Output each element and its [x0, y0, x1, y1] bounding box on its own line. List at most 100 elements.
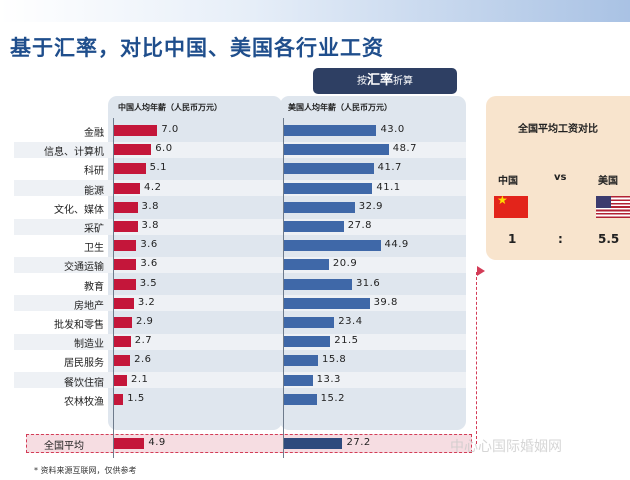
ratio-colon: :: [558, 232, 563, 246]
page-title: 基于汇率，对比中国、美国各行业工资: [10, 35, 384, 60]
china-flag-icon: ★: [494, 196, 528, 218]
category-label: 科研: [84, 166, 104, 178]
usa-value-label: 27.8: [347, 220, 373, 231]
usa-value-label: 43.0: [380, 124, 405, 135]
china-average-value: 4.9: [148, 437, 166, 448]
rate-prefix: 按: [356, 76, 367, 87]
usa-label: 美国: [598, 176, 618, 187]
usa-average-value: 27.2: [346, 437, 371, 448]
usa-bar: [284, 374, 313, 386]
usa-value-label: 32.9: [358, 200, 383, 212]
average-label: 全国平均: [44, 441, 84, 452]
china-bar: [114, 355, 131, 367]
usa-value-label: 31.6: [355, 277, 381, 289]
watermark: 中心心国际婚姻网: [450, 439, 562, 455]
usa-value-label: 48.7: [392, 143, 417, 155]
china-value-label: 3.8: [141, 220, 159, 231]
usa-value-label: 44.9: [384, 239, 409, 251]
source-note: * 资料来源互联网，仅供参考: [34, 466, 137, 475]
usa-value-label: 13.3: [316, 373, 341, 385]
rate-suffix: 折算: [393, 76, 413, 87]
usa-value-label: 39.8: [373, 296, 398, 308]
average-row-highlight: [26, 434, 472, 453]
usa-value-label: 41.7: [377, 162, 402, 174]
exchange-rate-badge: 按汇率折算: [313, 68, 457, 94]
china-value-label: 2.1: [131, 373, 149, 385]
china-ratio: 1: [508, 232, 517, 246]
china-average-bar: [114, 438, 145, 449]
top-decor-band: [0, 0, 630, 22]
category-label: 制造业: [74, 339, 104, 351]
rate-main: 汇率: [366, 73, 393, 88]
china-value-label: 4.2: [144, 181, 162, 193]
usa-bar: [284, 163, 374, 175]
average-comparison-card: 全国平均工资对比 中国 vs 美国 ★ 1 : 5.5: [486, 96, 630, 260]
category-label: 能源: [84, 185, 104, 197]
china-bar: [114, 259, 137, 271]
china-bar: [114, 201, 138, 213]
china-bar: [114, 125, 158, 136]
category-label: 餐饮住宿: [64, 377, 104, 389]
china-value-label: 1.5: [127, 392, 145, 404]
china-value-label: 3.6: [140, 258, 158, 270]
china-bar: [114, 317, 132, 328]
category-label: 卫生: [84, 243, 104, 255]
china-bar: [114, 144, 152, 156]
china-bar: [114, 374, 128, 386]
usa-value-label: 20.9: [332, 258, 358, 270]
category-label: 信息、计算机: [44, 147, 104, 159]
china-bar: [114, 221, 138, 232]
china-series-header: 中国人均年薪（人民币万元）: [118, 103, 222, 112]
usa-value-label: 41.1: [376, 181, 401, 193]
china-value-label: 2.6: [134, 354, 152, 366]
connector-arrow-icon: [477, 266, 485, 276]
usa-value-label: 15.8: [321, 354, 347, 366]
usa-bar: [284, 201, 355, 213]
category-label: 金融: [84, 128, 104, 139]
category-label: 教育: [84, 281, 104, 293]
china-label: 中国: [498, 176, 518, 187]
china-bar: [114, 182, 141, 194]
china-axis-line: [113, 118, 114, 458]
category-label: 农林牧渔: [64, 396, 104, 408]
usa-ratio: 5.5: [598, 232, 620, 246]
china-value-label: 3.6: [140, 239, 158, 251]
category-label: 居民服务: [64, 358, 104, 370]
china-value-label: 3.2: [137, 296, 156, 308]
usa-bar: [284, 182, 373, 194]
category-label: 批发和零售: [54, 320, 104, 331]
usa-bar: [284, 393, 317, 405]
china-bar: [114, 336, 131, 348]
usa-bar: [284, 317, 335, 328]
china-value-label: 3.8: [141, 200, 159, 212]
connector-dashed-line: [476, 272, 477, 444]
china-value-label: 6.0: [155, 143, 173, 155]
usa-value-label: 21.5: [334, 335, 359, 347]
china-value-label: 2.7: [134, 335, 153, 347]
category-label: 交通运输: [64, 262, 104, 274]
usa-series-header: 美国人均年薪（人民币万元）: [288, 103, 392, 112]
usa-bar: [284, 240, 381, 252]
china-bar: [114, 163, 146, 175]
china-bar: [114, 393, 124, 405]
china-value-label: 2.9: [135, 316, 154, 327]
usa-bar: [284, 278, 352, 290]
vs-label: vs: [554, 172, 567, 183]
china-value-label: 3.5: [139, 277, 158, 289]
china-bar: [114, 278, 136, 290]
usa-bar: [284, 221, 344, 232]
category-label: 文化、媒体: [54, 204, 104, 216]
category-label: 房地产: [74, 300, 104, 312]
category-label: 采矿: [84, 224, 104, 235]
china-bar: [114, 240, 137, 252]
usa-axis-line: [283, 118, 284, 458]
usa-flag-icon: [596, 196, 630, 218]
usa-bar: [284, 259, 329, 271]
usa-value-label: 23.4: [338, 316, 363, 327]
china-value-label: 5.1: [149, 162, 168, 174]
usa-bar: [284, 125, 377, 136]
usa-bar: [284, 297, 370, 309]
comparison-title: 全国平均工资对比: [518, 124, 598, 135]
usa-bar: [284, 144, 389, 156]
china-bar: [114, 297, 134, 309]
